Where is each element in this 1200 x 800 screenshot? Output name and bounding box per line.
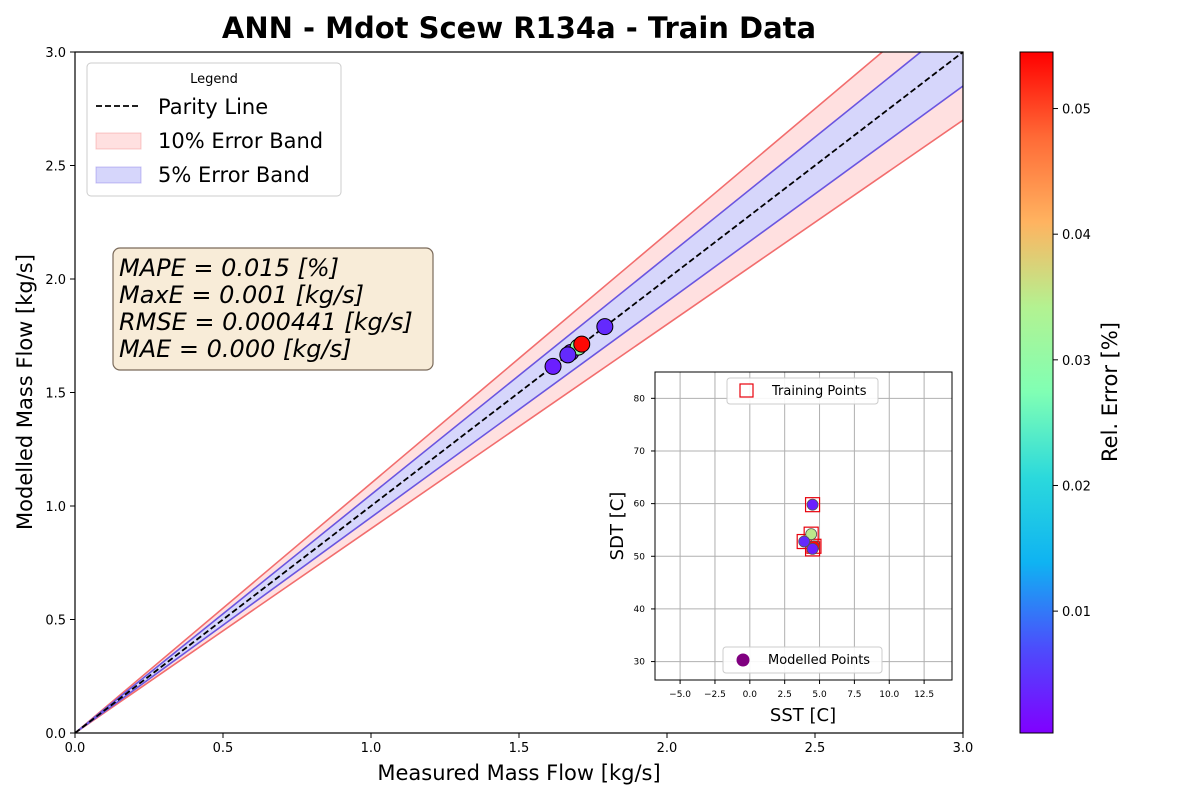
inset-grid: [655, 372, 952, 680]
inset-training-point: [804, 497, 821, 513]
inset-modelled-legend-frame: [722, 646, 883, 674]
legend-ten-percent-band-swatch: [95, 132, 142, 150]
y-tick-label: 2.5: [45, 160, 66, 175]
legend: Legend Parity Line 10% Error Band 5% Err…: [86, 62, 342, 197]
main-data-point: [559, 346, 577, 364]
stats-box: MAPE = 0.015 [%] MaxE = 0.001 [kg/s] RMS…: [112, 247, 434, 371]
inset-modelled-points: [798, 498, 820, 555]
inset-modelled-point: [798, 535, 811, 548]
inset-modelled-legend: Modelled Points: [722, 646, 883, 674]
colorbar-ticks: 0.01 0.02 0.03 0.04 0.05: [1053, 103, 1091, 620]
y-tick-label: 1.5: [45, 387, 66, 402]
inset-y-axis-label: SDT [C]: [607, 492, 628, 561]
x-axis-label: Measured Mass Flow [kg/s]: [377, 761, 660, 785]
inset-training-legend-frame: [726, 377, 879, 405]
main-data-point: [573, 335, 591, 353]
inset-training-legend-marker: [739, 383, 754, 398]
inset-x-tick-label: −2.5: [704, 690, 726, 700]
main-data-point: [544, 357, 562, 375]
inset-x-axis-label: SST [C]: [770, 705, 836, 726]
x-tick-label: 0.5: [213, 741, 234, 756]
inset-plot-background: [655, 372, 952, 680]
legend-five-percent-band-swatch: [95, 166, 142, 184]
legend-five-percent-band-label: 5% Error Band: [158, 163, 310, 187]
inset-training-legend-label: Training Points: [771, 384, 867, 399]
ten-percent-lower-line: [75, 119, 963, 733]
colorbar-tick-label: 0.01: [1062, 605, 1091, 620]
stats-box-frame: [112, 247, 434, 371]
inset-y-tick-label: 80: [634, 394, 646, 404]
y-tick-label: 1.0: [45, 500, 66, 515]
y-tick-label: 2.0: [45, 273, 66, 288]
colorbar-gradient: [1019, 51, 1054, 734]
inset-x-tick-label: 0.0: [743, 690, 758, 700]
stats-mape: MAPE = 0.015 [%]: [119, 254, 339, 282]
main-y-ticks: 0.0 0.5 1.0 1.5 2.0 2.5 3.0: [45, 46, 75, 742]
main-x-ticks: 0.0 0.5 1.0 1.5 2.0 2.5 3.0: [65, 733, 974, 756]
inset-x-tick-label: 7.5: [847, 690, 861, 700]
y-axis-label: Modelled Mass Flow [kg/s]: [13, 254, 37, 530]
legend-parity-line-label: Parity Line: [158, 95, 268, 119]
x-tick-label: 2.0: [657, 741, 678, 756]
x-tick-label: 0.0: [65, 741, 86, 756]
main-data-point: [596, 318, 614, 336]
legend-ten-percent-band-label: 10% Error Band: [158, 129, 323, 153]
legend-title: Legend: [190, 72, 238, 87]
x-tick-label: 1.5: [509, 741, 530, 756]
inset-modelled-legend-label: Modelled Points: [768, 653, 870, 668]
inset-modelled-point: [806, 543, 819, 555]
chart-title: ANN - Mdot Scew R134a - Train Data: [222, 11, 816, 45]
inset-plot: −5.0 −2.5 0.0 2.5 5.0 7.5 10.0 12.5 30 40 50 60 70 8…: [607, 371, 953, 726]
stats-rmse: RMSE = 0.000441 [kg/s]: [119, 308, 413, 336]
five-percent-lower-line: [75, 85, 963, 733]
ten-percent-upper-line: [75, 52, 884, 733]
inset-x-tick-label: 5.0: [812, 690, 827, 700]
inset-x-ticks: −5.0 −2.5 0.0 2.5 5.0 7.5 10.0 12.5: [669, 680, 934, 700]
inset-y-tick-label: 30: [634, 658, 646, 668]
inset-x-tick-label: −5.0: [669, 690, 691, 700]
inset-y-tick-label: 40: [634, 605, 646, 615]
y-tick-label: 0.0: [45, 727, 66, 742]
inset-plot-frame: [654, 371, 953, 681]
x-tick-label: 3.0: [953, 741, 974, 756]
inset-x-tick-label: 10.0: [879, 690, 899, 700]
inset-x-tick-label: 12.5: [914, 690, 934, 700]
colorbar-label: Rel. Error [%]: [1098, 322, 1122, 462]
colorbar-tick-label: 0.05: [1062, 103, 1091, 118]
legend-frame: [86, 62, 342, 197]
y-tick-label: 3.0: [45, 46, 66, 61]
inset-x-tick-label: 2.5: [778, 690, 792, 700]
inset-modelled-point: [806, 498, 819, 511]
colorbar-tick-label: 0.02: [1062, 479, 1091, 494]
five-percent-upper-line: [75, 52, 922, 733]
inset-modelled-legend-marker: [736, 653, 750, 667]
inset-y-tick-label: 70: [634, 447, 646, 457]
main-data-points: [544, 318, 614, 375]
x-tick-label: 2.5: [805, 741, 826, 756]
inset-y-tick-label: 50: [634, 552, 646, 562]
x-tick-label: 1.0: [361, 741, 382, 756]
inset-training-legend: Training Points: [726, 377, 879, 405]
inset-y-tick-label: 60: [634, 500, 646, 510]
y-tick-label: 0.5: [45, 614, 66, 629]
colorbar: 0.01 0.02 0.03 0.04 0.05 Rel. Error [%]: [1019, 51, 1122, 734]
colorbar-tick-label: 0.04: [1062, 228, 1091, 243]
parity-line: [75, 52, 963, 733]
inset-y-ticks: 30 40 50 60 70 80: [634, 394, 655, 668]
colorbar-tick-label: 0.03: [1062, 354, 1091, 369]
stats-maxe: MaxE = 0.001 [kg/s]: [119, 281, 364, 309]
stats-mae: MAE = 0.000 [kg/s]: [119, 335, 351, 363]
inset-modelled-point: [805, 528, 818, 541]
